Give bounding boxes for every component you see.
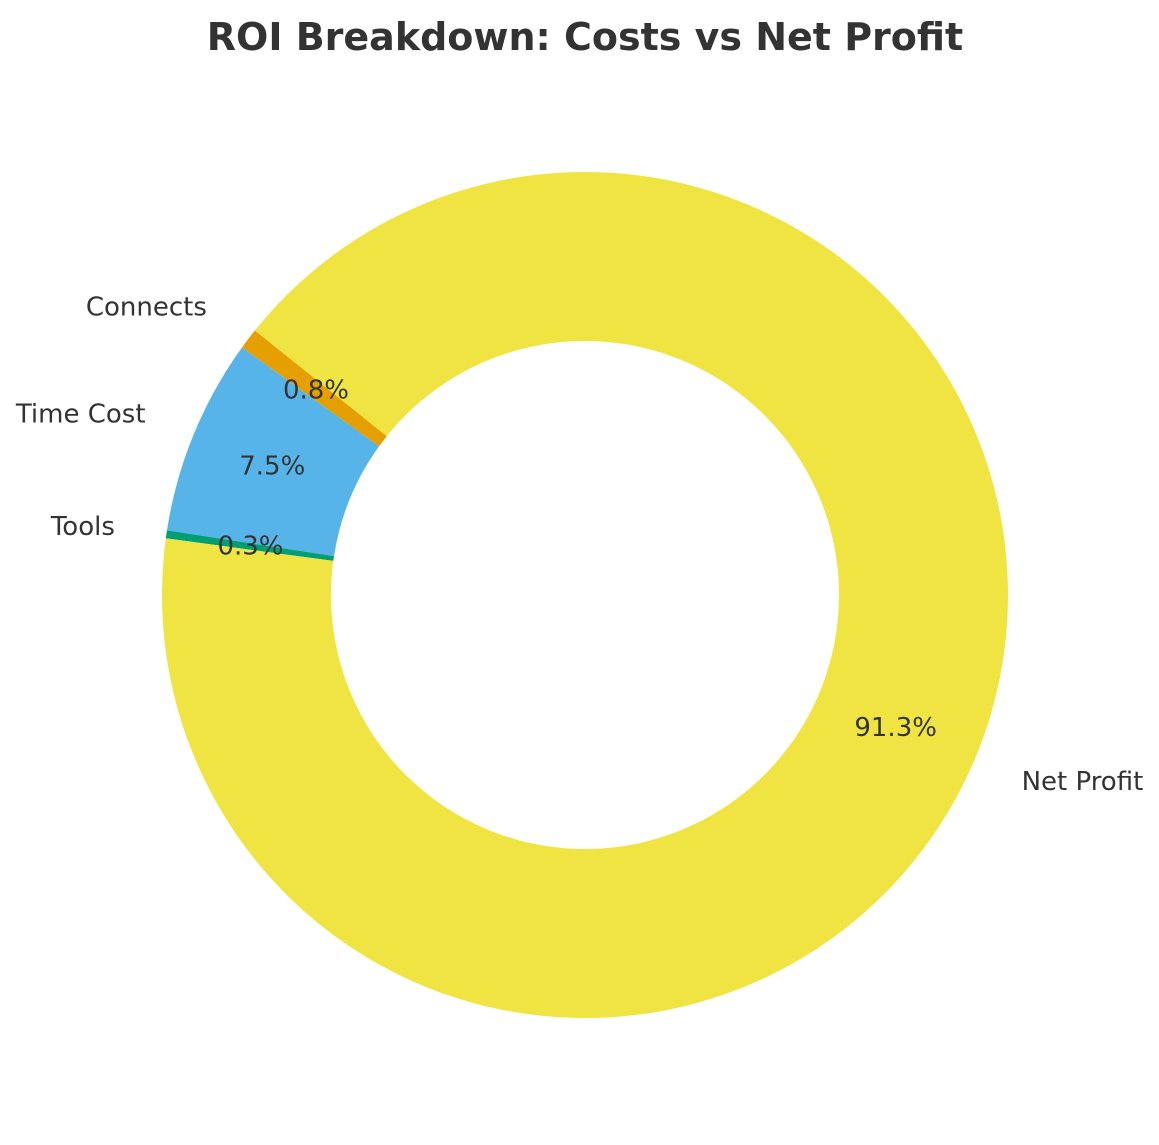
pct-label-net-profit: 91.3%: [854, 713, 937, 743]
slice-label-time-cost: Time Cost: [15, 400, 146, 430]
pct-label-time-cost: 7.5%: [239, 452, 305, 482]
slice-tools: [165, 530, 334, 561]
slice-net-profit: [161, 172, 1008, 1018]
slice-label-connects: Connects: [86, 292, 207, 322]
donut-slices: [161, 172, 1008, 1018]
pct-label-tools: 0.3%: [217, 532, 283, 562]
slice-label-tools: Tools: [50, 512, 115, 542]
slice-label-net-profit: Net Profit: [1022, 767, 1144, 797]
donut-labels: 0.8% Connects 7.5% Time Cost 0.3% Tools 91.3% N…: [15, 292, 1143, 797]
slice-connects: [241, 330, 387, 447]
chart-title: ROI Breakdown: Costs vs Net Profit: [207, 15, 963, 59]
pct-label-connects: 0.8%: [283, 375, 349, 405]
slice-time-cost: [166, 347, 380, 557]
